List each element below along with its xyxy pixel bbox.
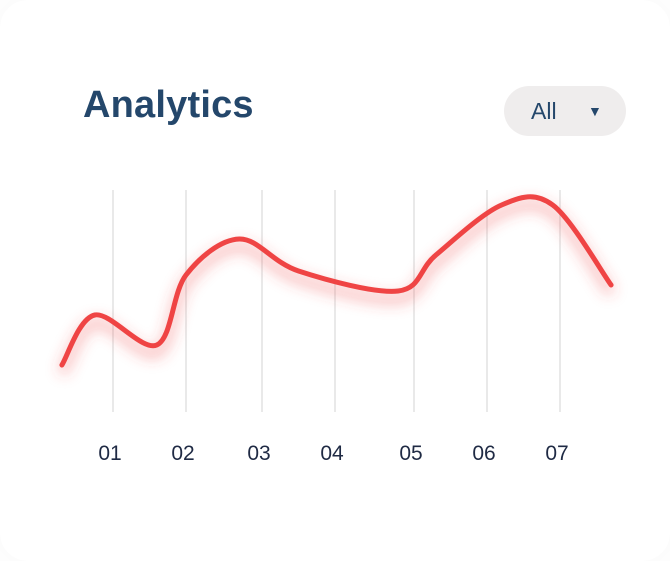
x-tick-label: 07 [545,442,568,465]
x-tick-label: 04 [320,442,344,465]
x-tick-label: 06 [472,442,495,465]
triangle-down-icon: ▼ [588,103,602,119]
series-line-0 [59,194,614,368]
x-tick-label: 02 [171,442,194,465]
page-title: Analytics [83,84,254,126]
x-tick-label: 01 [98,442,121,465]
filter-dropdown[interactable]: All ▼ [504,86,626,136]
filter-selected-value: All [531,97,557,124]
x-tick-label: 03 [247,442,270,465]
series-line-shadow [57,199,616,376]
x-tick-label: 05 [399,442,422,465]
